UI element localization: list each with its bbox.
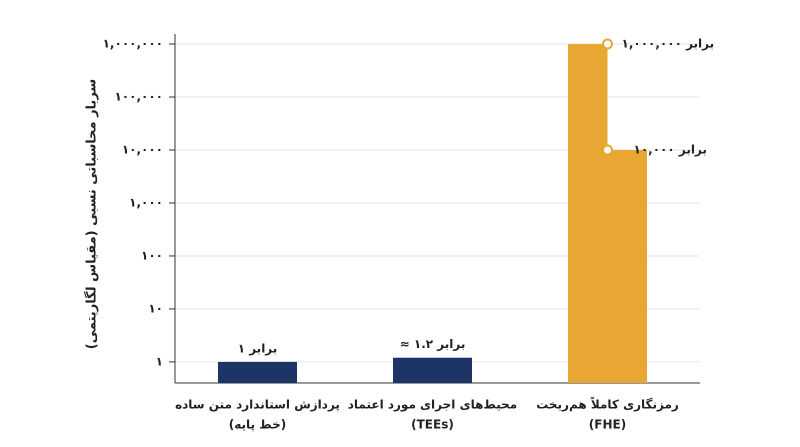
x-tick-label: (خط پایه) <box>229 418 286 432</box>
x-tick-label: محیط‌های اجرای مورد اعتماد <box>348 398 517 413</box>
marker <box>602 38 613 50</box>
marker <box>602 144 613 156</box>
value-label: ۱۰,۰۰۰ برابر <box>634 142 707 156</box>
bar <box>393 357 472 383</box>
x-tick-label: پردازش استاندارد متن ساده <box>175 398 340 412</box>
x-tick-label: رمزنگاری کاملاً هم‌ریخت <box>536 397 679 412</box>
y-tick-label: ۱۰۰ <box>141 248 163 262</box>
y-axis-label: سربار محاسباتی نسبی (مقیاس لگاریتمی) <box>84 79 100 349</box>
value-label: ≈ ۱.۲ برابر <box>400 337 466 351</box>
value-label: ۱ برابر <box>238 341 278 355</box>
bar <box>568 149 647 383</box>
x-tick-label: (TEEs) <box>411 418 454 432</box>
y-tick-label: ۱۰,۰۰۰ <box>122 142 163 156</box>
y-tick-label: ۱,۰۰۰ <box>129 195 163 209</box>
bar <box>218 361 297 383</box>
y-tick-label: ۱ <box>156 354 163 368</box>
x-tick-label: (FHE) <box>589 418 626 432</box>
value-label: ۱,۰۰۰,۰۰۰ برابر <box>622 37 715 51</box>
y-tick-label: ۱,۰۰۰,۰۰۰ <box>103 37 163 51</box>
y-tick-label: ۱۰۰,۰۰۰ <box>114 90 163 104</box>
y-tick-label: ۱۰ <box>148 301 163 315</box>
